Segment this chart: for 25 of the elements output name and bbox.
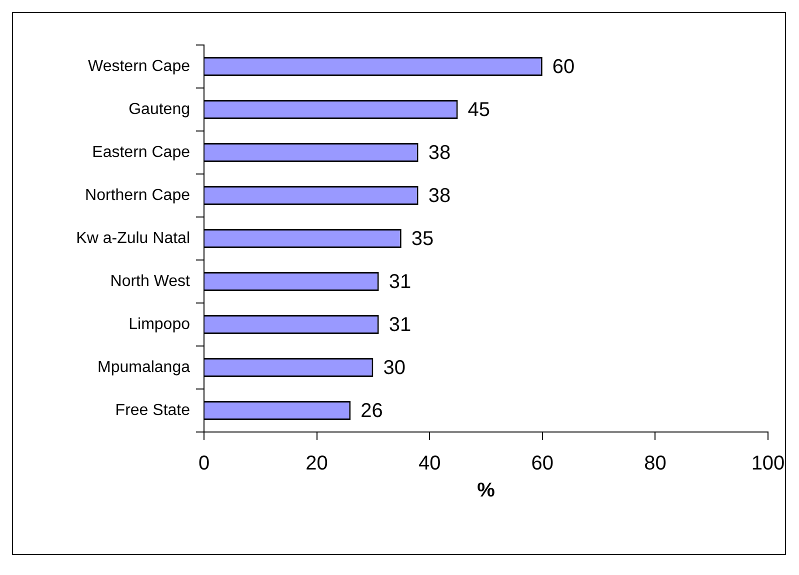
x-tick-label: 20 [306, 452, 328, 475]
data-label: 26 [360, 400, 383, 422]
data-label: 31 [388, 314, 412, 336]
x-tick-label: 80 [644, 452, 666, 475]
x-tick-label: 60 [531, 452, 554, 475]
data-label: 38 [428, 142, 451, 164]
y-tick-label: Western Cape [88, 58, 190, 75]
x-axis-title: % [477, 480, 496, 502]
data-label: 38 [428, 185, 451, 208]
x-tick-label: 100 [751, 452, 785, 475]
data-label: 31 [388, 271, 412, 294]
y-tick-label: Limpopo [128, 316, 190, 333]
y-tick-label: Kw a-Zulu Natal [76, 230, 190, 247]
y-tick-label: Northern Cape [85, 186, 190, 204]
data-label: 45 [468, 99, 490, 122]
y-tick-label: North West [110, 272, 191, 290]
data-label: 60 [552, 56, 575, 78]
y-tick-label: Gauteng [128, 100, 190, 118]
x-tick-label: 40 [418, 452, 441, 475]
y-tick-label: Free State [115, 402, 190, 419]
y-tick-label: Mpumalanga [98, 358, 190, 376]
y-tick-label: Eastern Cape [92, 144, 190, 161]
data-label: 30 [383, 357, 406, 380]
x-tick-label: 0 [198, 452, 210, 475]
data-label: 35 [411, 228, 434, 250]
